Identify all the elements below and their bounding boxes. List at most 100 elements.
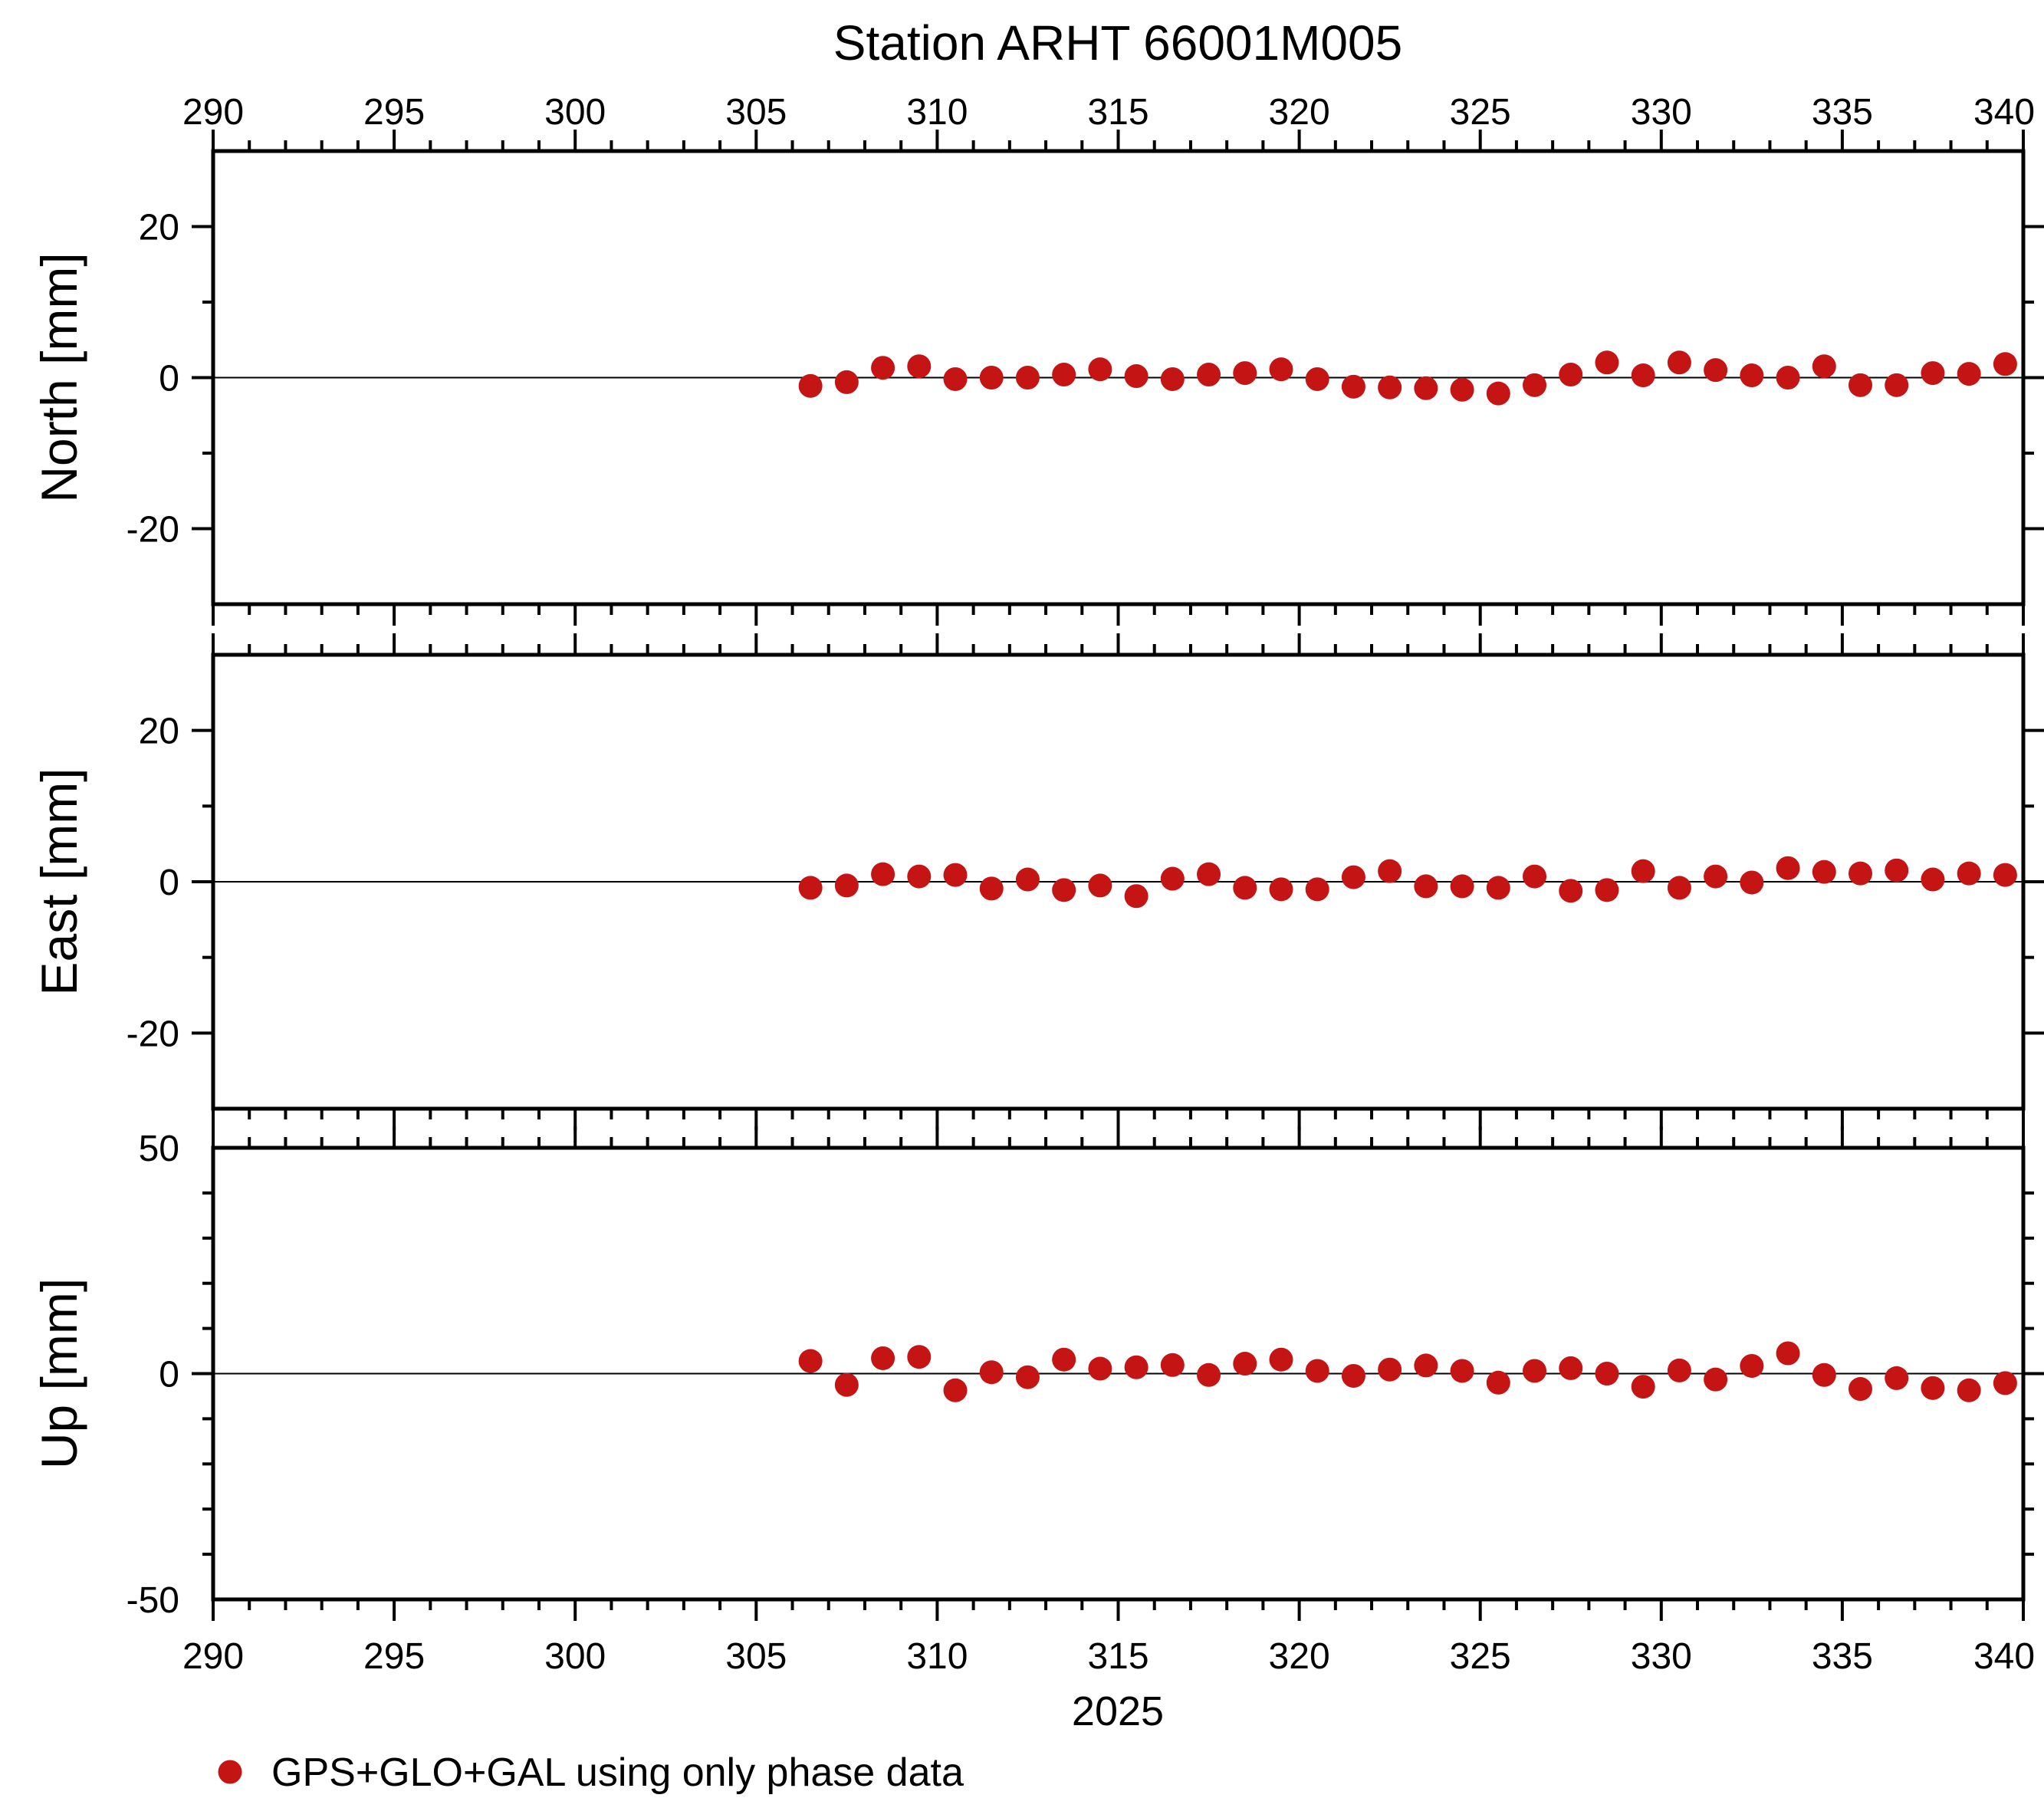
- data-point-marker: [1341, 1363, 1365, 1388]
- x-tick-label-bottom: 335: [1812, 1636, 1873, 1677]
- data-point-marker: [1414, 874, 1438, 899]
- data-point-marker: [1052, 1347, 1076, 1372]
- data-point-marker: [1523, 1359, 1547, 1383]
- panel-up: Up [mm]: [31, 1126, 2044, 1621]
- data-point-marker: [1341, 865, 1365, 889]
- data-point-marker: [1957, 1378, 1981, 1402]
- data-point-marker: [1921, 361, 1945, 386]
- data-point-marker: [1523, 373, 1547, 397]
- data-point-marker: [871, 862, 895, 886]
- x-tick-label-top: 310: [906, 92, 968, 133]
- data-point-marker: [907, 354, 932, 379]
- data-point-marker: [798, 876, 823, 900]
- y-tick-label: -50: [127, 1580, 179, 1621]
- legend-marker-icon: [218, 1760, 242, 1784]
- data-point-marker: [1559, 363, 1583, 387]
- data-point-marker: [1957, 362, 1981, 386]
- data-point-marker: [1993, 1371, 2017, 1395]
- y-tick-label: -20: [127, 510, 179, 551]
- data-point-marker: [1414, 1353, 1438, 1378]
- panel-east: East [mm]: [31, 633, 2044, 1130]
- data-point-marker: [979, 366, 1004, 390]
- data-point-marker: [1341, 374, 1365, 399]
- data-point-marker: [1848, 1377, 1873, 1402]
- x-tick-label-top: 290: [182, 92, 244, 133]
- data-point-marker: [1197, 363, 1221, 387]
- data-point-marker: [798, 373, 823, 398]
- data-point-marker: [1305, 367, 1329, 391]
- data-point-marker: [1160, 866, 1185, 891]
- x-tick-label-top: 335: [1812, 92, 1873, 133]
- y-tick-label: 0: [159, 1355, 179, 1395]
- data-point-marker: [1595, 350, 1619, 375]
- data-point-marker: [1197, 1362, 1221, 1387]
- data-point-marker: [907, 864, 932, 889]
- data-point-marker: [1704, 864, 1728, 889]
- data-point-marker: [1124, 364, 1149, 389]
- data-point-marker: [1124, 884, 1149, 909]
- y-axis-title-east: East [mm]: [31, 768, 87, 995]
- y-axis-title-up: Up [mm]: [31, 1278, 87, 1469]
- y-axis-title-north: North [mm]: [31, 252, 87, 502]
- x-tick-label-top: 300: [544, 92, 606, 133]
- data-point-marker: [1233, 1352, 1257, 1376]
- x-tick-label-bottom: 330: [1631, 1636, 1692, 1677]
- data-point-marker: [1269, 877, 1293, 902]
- data-point-marker: [1812, 860, 1836, 884]
- legend: GPS+GLO+GAL using only phase data: [218, 1750, 964, 1795]
- x-tick-label-top: 320: [1269, 92, 1330, 133]
- data-point-marker: [1378, 375, 1402, 399]
- data-point-marker: [979, 1360, 1004, 1385]
- data-point-marker: [834, 370, 859, 394]
- data-point-marker: [1015, 366, 1040, 390]
- data-point-marker: [1233, 361, 1257, 386]
- data-point-marker: [1450, 874, 1474, 899]
- data-point-marker: [1885, 373, 1909, 397]
- data-point-marker: [1667, 1358, 1691, 1382]
- x-tick-label-bottom: 325: [1450, 1636, 1511, 1677]
- x-tick-label-top: 295: [363, 92, 425, 133]
- y-tick-label: 50: [139, 1129, 179, 1169]
- panel-frame: [211, 652, 2026, 1111]
- data-point-marker: [871, 356, 895, 380]
- data-point-marker: [1088, 873, 1112, 898]
- chart-title: Station ARHT 66001M005: [833, 15, 1402, 71]
- data-point-marker: [1885, 858, 1909, 883]
- data-point-marker: [1921, 867, 1945, 892]
- data-point-marker: [1486, 1370, 1510, 1395]
- x-tick-label-top: 325: [1450, 92, 1511, 133]
- x-axis-title: 2025: [1072, 1688, 1164, 1734]
- data-point-marker: [1052, 363, 1076, 387]
- data-point-marker: [1667, 350, 1691, 375]
- data-point-marker: [1233, 876, 1257, 900]
- x-tick-label-top: 340: [1973, 92, 2035, 133]
- data-point-marker: [1378, 859, 1402, 883]
- y-tick-label: 0: [159, 863, 179, 903]
- data-point-marker: [1015, 1365, 1040, 1389]
- x-tick-label-top: 305: [725, 92, 787, 133]
- data-point-marker: [1704, 358, 1728, 383]
- data-point-marker: [1450, 1359, 1474, 1383]
- data-point-marker: [871, 1346, 895, 1370]
- data-point-marker: [1740, 363, 1764, 388]
- data-point-marker: [1667, 876, 1691, 900]
- panel-frame: [211, 149, 2026, 606]
- data-point-marker: [1414, 376, 1438, 400]
- data-point-marker: [798, 1349, 823, 1373]
- data-point-marker: [1197, 862, 1221, 886]
- data-point-marker: [943, 1378, 968, 1402]
- y-tick-label: -20: [127, 1014, 179, 1054]
- data-point-marker: [1160, 367, 1185, 391]
- y-tick-label: 20: [139, 208, 179, 248]
- panel-frame: [211, 1146, 2026, 1602]
- x-tick-label-bottom: 310: [906, 1636, 968, 1677]
- data-point-marker: [1812, 354, 1836, 379]
- data-point-marker: [1486, 381, 1510, 406]
- data-point-marker: [1704, 1367, 1728, 1392]
- data-point-marker: [1595, 878, 1619, 902]
- data-point-marker: [1921, 1376, 1945, 1400]
- data-point-marker: [1631, 1375, 1655, 1399]
- panel-north: North [mm]: [31, 130, 2044, 626]
- data-point-marker: [1993, 863, 2017, 887]
